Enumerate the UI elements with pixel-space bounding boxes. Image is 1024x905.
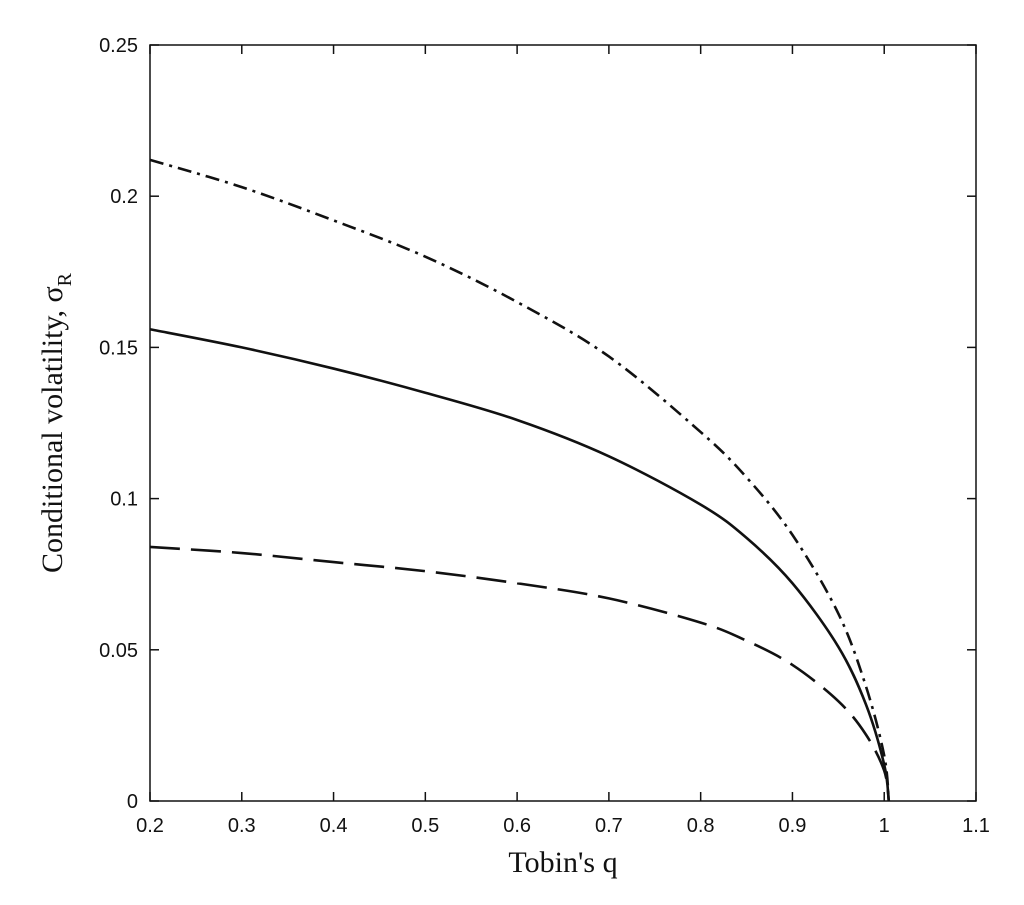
plot-frame [149,44,977,802]
x-tick-label: 0.8 [687,815,715,837]
x-tick-label: 0.6 [503,815,531,837]
y-axis-title-subscript: R [54,272,76,286]
series-line-solid [149,327,891,802]
x-tick-label: 0.9 [779,815,807,837]
x-tick-label: 0.7 [595,815,623,837]
y-tick-label: 0.05 [99,640,138,662]
y-tick-label: 0 [127,791,138,813]
y-tick-label: 0.1 [110,489,138,511]
x-tick-label: 0.2 [136,815,164,837]
axis-ticks: 0.2 0.3 0.4 0.5 0.6 0.7 0.8 0.9 1 1.1 0 0.05 0.1 0.15… [99,35,990,837]
x-tick-label: 1.1 [962,815,990,837]
y-tick-label: 0.15 [99,337,138,359]
y-axis-title: Conditional volatility, σR [36,272,76,573]
series-layer [149,158,891,802]
x-tick-label: 0.3 [228,815,256,837]
x-tick-label: 0.5 [411,815,439,837]
series-line-dashdot [149,158,891,802]
x-axis-title: Tobin's q [508,846,617,879]
y-axis-title-main: Conditional volatility, σ [36,286,69,573]
series-line-dashed [149,545,891,802]
y-tick-label: 0.25 [99,35,138,57]
y-tick-label: 0.2 [110,186,138,208]
x-tick-label: 0.4 [320,815,348,837]
x-tick-label: 1 [879,815,890,837]
